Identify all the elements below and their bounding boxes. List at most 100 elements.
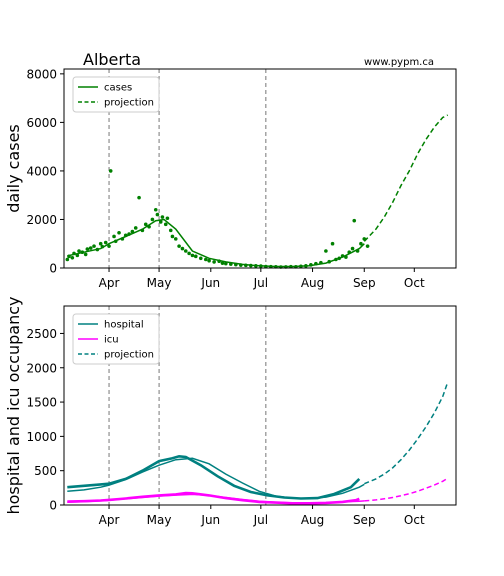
data-point-0	[65, 257, 70, 262]
legend: hospital icu projection	[72, 313, 160, 365]
data-point-14	[103, 240, 108, 245]
y-tick-label: 4000	[26, 164, 57, 178]
legend-box	[72, 313, 160, 365]
data-point-69	[314, 261, 318, 266]
data-point-29	[150, 217, 155, 222]
series-icu-projection	[364, 477, 449, 502]
data-point-26	[140, 228, 145, 233]
data-point-43	[190, 253, 195, 258]
data-point-59	[264, 264, 268, 269]
series-icu-data	[67, 491, 360, 505]
data-point-16	[108, 169, 113, 173]
x-tick-label: Sep	[353, 276, 376, 290]
series-hospital-data	[67, 454, 361, 500]
y-tick-label: 6000	[26, 116, 57, 130]
data-point-9	[88, 246, 93, 250]
x-tick-label: May	[147, 276, 172, 290]
legend: cases projection	[72, 76, 160, 113]
data-point-44	[193, 254, 198, 259]
data-point-84	[365, 244, 370, 248]
data-point-80	[352, 218, 357, 223]
legend-label: projection	[104, 98, 154, 109]
data-point-53	[234, 262, 238, 267]
y-tick-label: 0	[49, 499, 57, 513]
data-point-40	[180, 246, 185, 251]
x-tick-label: Aug	[301, 513, 324, 527]
data-point-12	[98, 241, 103, 246]
chart-title: Alberta	[83, 50, 141, 69]
data-point-4	[75, 253, 80, 258]
data-point-33	[160, 215, 165, 219]
data-point-24	[133, 226, 138, 230]
data-point-41	[183, 249, 188, 253]
data-point-66	[299, 264, 303, 269]
cases-panel: 0 2000 4000 6000 8000 Apr May Jun Jul Aug Sep Oct da…	[4, 50, 457, 290]
y-tick-label: 8000	[26, 67, 57, 81]
data-point-55	[244, 263, 248, 268]
y-tick-label: 2000	[26, 213, 57, 227]
data-point-21	[123, 233, 128, 238]
data-point-2	[70, 256, 75, 260]
data-point-50	[220, 261, 225, 265]
data-point-54	[239, 263, 243, 267]
data-point-72	[327, 259, 332, 264]
x-tick-label: Sep	[353, 513, 376, 527]
data-point-81	[355, 249, 360, 253]
data-point-75	[337, 256, 342, 261]
series-projection	[363, 114, 449, 242]
data-point-38	[173, 237, 178, 241]
data-point-73	[330, 241, 335, 246]
data-point-3	[72, 251, 76, 256]
data-point-7	[83, 252, 88, 257]
data-point-71	[324, 249, 328, 253]
legend-label: hospital	[104, 320, 144, 331]
data-point-68	[309, 263, 313, 267]
data-point-31	[155, 212, 160, 217]
data-point-10	[92, 244, 96, 248]
data-point-11	[95, 247, 100, 252]
x-tick-label: Oct	[404, 276, 425, 290]
data-point-78	[347, 250, 352, 255]
data-point-30	[153, 207, 158, 212]
data-point-32	[158, 220, 163, 224]
y-axis-label: hospital and icu occupancy	[4, 296, 23, 514]
data-point-18	[113, 239, 118, 244]
plot-frame	[63, 68, 457, 269]
x-tick-label: Jun	[200, 513, 220, 527]
data-point-20	[120, 237, 125, 241]
x-tick-label: Jun	[200, 276, 220, 290]
y-tick-label: 1500	[26, 396, 57, 410]
legend-label: cases	[104, 83, 132, 94]
y-tick-label: 0	[49, 262, 57, 276]
data-point-49	[217, 259, 221, 264]
data-point-35	[165, 216, 170, 221]
data-point-57	[254, 264, 258, 268]
data-point-8	[85, 247, 90, 251]
x-tick-label: Aug	[301, 276, 324, 290]
data-point-27	[143, 222, 148, 227]
y-tick-label: 2500	[26, 327, 57, 341]
data-point-6	[80, 250, 85, 255]
data-point-25	[137, 195, 141, 200]
y-tick-label: 500	[34, 464, 57, 478]
x-tick-label: Apr	[99, 513, 120, 527]
data-point-82	[359, 241, 363, 246]
data-point-79	[350, 246, 355, 251]
data-point-36	[168, 228, 173, 233]
x-tick-label: May	[147, 513, 172, 527]
series-projection	[364, 381, 449, 485]
data-point-34	[163, 222, 168, 227]
x-tick-label: Apr	[99, 276, 120, 290]
data-point-74	[334, 257, 338, 262]
data-point-1	[67, 254, 71, 259]
source-label: www.pypm.ca	[364, 57, 434, 68]
legend-label: icu	[104, 335, 119, 346]
data-point-28	[147, 224, 151, 229]
data-point-51	[224, 261, 228, 266]
data-point-23	[130, 229, 135, 234]
legend-box	[72, 76, 160, 113]
data-point-39	[177, 244, 181, 248]
x-tick-label: Jul	[253, 276, 268, 290]
data-point-46	[203, 257, 208, 262]
data-point-5	[77, 249, 81, 253]
